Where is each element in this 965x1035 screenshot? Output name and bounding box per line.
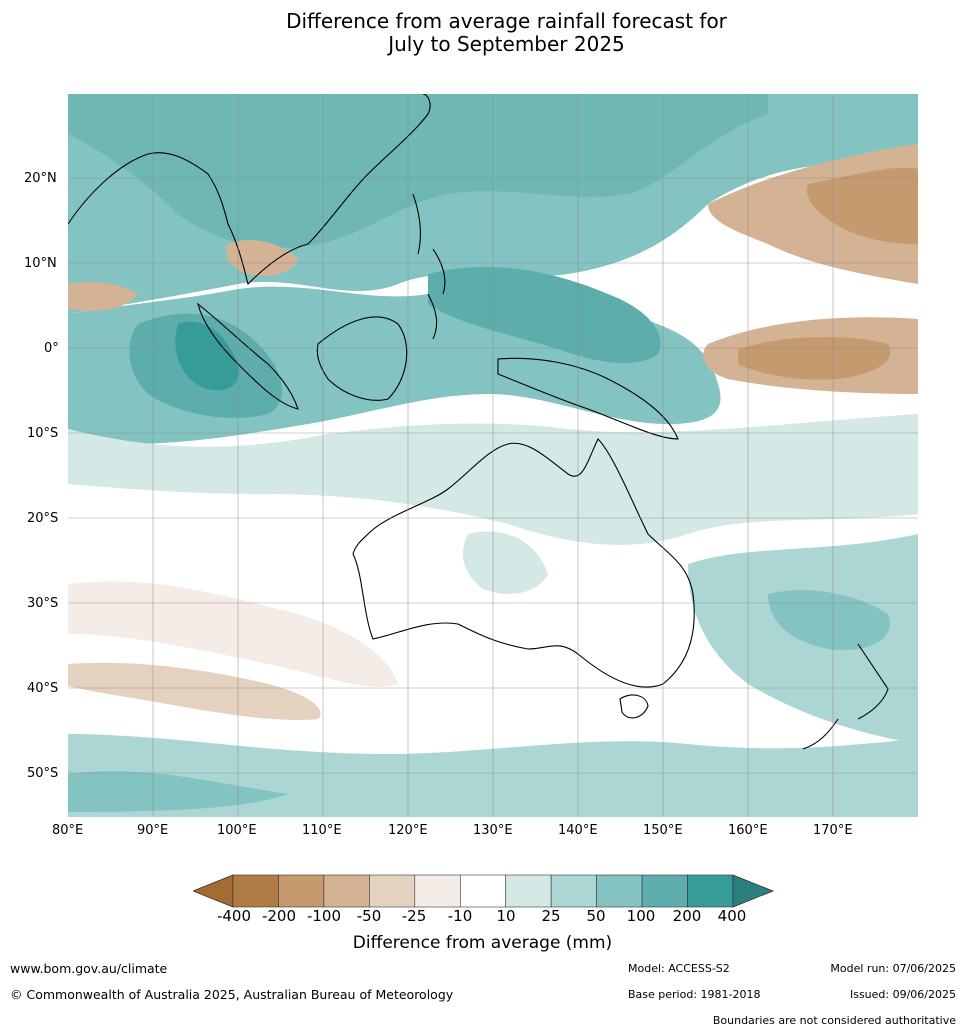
new-guinea-outline: [497, 357, 679, 440]
colorbar-extend-high: [732, 874, 775, 908]
rainfall-anomaly-map: [68, 94, 918, 817]
wet-region-core: [175, 321, 239, 391]
wet-region-north-strong: [68, 94, 768, 248]
issued-date: Issued: 09/06/2025: [849, 988, 956, 1001]
title-line-1: Difference from average rainfall forecas…: [286, 9, 727, 33]
lat-label-40s: 40°S: [27, 681, 59, 696]
dry-region-equatorial-core: [738, 337, 891, 380]
boundaries-disclaimer: Boundaries are not considered authoritat…: [712, 1014, 956, 1027]
dry-region-indochina: [226, 239, 298, 276]
colorbar-cell: [550, 874, 597, 908]
lon-label-90e: 90°E: [137, 823, 169, 838]
colorbar-tick-50: 50: [586, 907, 606, 925]
lon-label-80e: 80°E: [52, 823, 84, 838]
colorbar-tick-100: 100: [626, 907, 656, 925]
philippines-outline: [412, 193, 446, 340]
lon-label-100e: 100°E: [217, 823, 257, 838]
lon-label-140e: 140°E: [558, 823, 598, 838]
colorbar-tick-minus400: -400: [216, 907, 252, 925]
colorbar-tick-minus25: -25: [401, 907, 427, 925]
website-link[interactable]: www.bom.gov.au/climate: [10, 961, 168, 976]
colorbar-tick-minus200: -200: [261, 907, 297, 925]
lon-label-160e: 160°E: [728, 823, 768, 838]
wet-region-australia-interior: [463, 531, 548, 594]
lon-label-130e: 130°E: [473, 823, 513, 838]
wet-region-pacific: [428, 266, 661, 364]
copyright-text: © Commonwealth of Australia 2025, Austra…: [10, 987, 454, 1002]
lon-label-150e: 150°E: [643, 823, 683, 838]
colorbar-label: Difference from average (mm): [352, 933, 613, 953]
australia-outline: [352, 438, 695, 688]
graticule: [68, 94, 918, 817]
colorbar-cell: [369, 874, 416, 908]
lat-label-10n: 10°N: [24, 256, 57, 271]
colorbar-tick-minus10: -10: [447, 907, 473, 925]
colorbar-cell: [278, 874, 325, 908]
colorbar-extend-low: [191, 874, 234, 908]
lat-label-30s: 30°S: [27, 596, 59, 611]
colorbar-cell: [232, 874, 279, 908]
colorbar-tick-400: 400: [717, 907, 747, 925]
lat-label-20s: 20°S: [27, 511, 59, 526]
dry-region-north-pacific-core: [806, 167, 918, 244]
lat-label-10s: 10°S: [27, 426, 59, 441]
colorbar-cell: [641, 874, 688, 908]
model-run-date: Model run: 07/06/2025: [830, 962, 956, 975]
colorbar-cell: [323, 874, 370, 908]
colorbar-cell: [505, 874, 552, 908]
colorbar-cell: [459, 874, 507, 908]
model-name: Model: ACCESS-S2: [628, 962, 730, 975]
lon-label-120e: 120°E: [388, 823, 428, 838]
map-canvas: [68, 94, 918, 817]
base-period: Base period: 1981-2018: [628, 988, 761, 1001]
dry-region-south-indian-light: [68, 581, 398, 687]
lon-label-110e: 110°E: [302, 823, 342, 838]
sumatra-outline: [197, 302, 299, 410]
asia-mainland-outline: [68, 94, 431, 286]
title-line-2: July to September 2025: [388, 32, 625, 56]
colorbar-tick-10: 10: [496, 907, 516, 925]
lat-label-50s: 50°S: [27, 766, 59, 781]
colorbar-tick-25: 25: [541, 907, 561, 925]
colorbar-tick-200: 200: [672, 907, 702, 925]
lat-label-0: 0°: [44, 341, 59, 356]
colorbar-tick-minus50: -50: [356, 907, 382, 925]
tasmania-outline: [619, 694, 649, 719]
colorbar-cell: [687, 874, 734, 908]
wet-region-tasman-strong: [768, 590, 890, 650]
dry-region-south-indian: [68, 662, 321, 720]
colorbar: [191, 874, 775, 912]
lon-label-170e: 170°E: [813, 823, 853, 838]
colorbar-cell: [414, 874, 461, 908]
colorbar-swatches: [191, 874, 775, 908]
colorbar-tick-minus100: -100: [306, 907, 342, 925]
dry-region-bay-of-bengal: [68, 282, 138, 311]
new-zealand-outline: [802, 643, 889, 750]
lat-label-20n: 20°N: [24, 171, 57, 186]
chart-title: Difference from average rainfall forecas…: [0, 10, 965, 56]
wet-region-southern-ocean-strong: [68, 771, 288, 812]
colorbar-cell: [596, 874, 643, 908]
